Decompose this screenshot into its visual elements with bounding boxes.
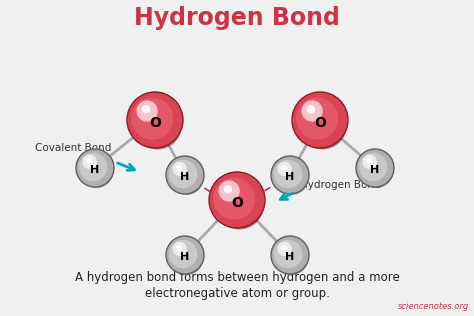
Circle shape [301,100,323,122]
Text: H: H [181,172,190,182]
Text: O: O [231,196,243,210]
Circle shape [173,242,187,256]
Text: O: O [314,116,326,130]
Circle shape [271,156,309,194]
Circle shape [299,102,346,149]
Text: H: H [181,252,190,262]
Circle shape [176,245,182,251]
Circle shape [137,100,158,122]
Circle shape [276,243,308,275]
Circle shape [281,165,287,171]
Circle shape [281,245,287,251]
Circle shape [274,160,302,188]
Circle shape [307,105,315,113]
Text: Hydrogen Bond: Hydrogen Bond [300,180,381,190]
Circle shape [271,236,309,274]
Text: H: H [285,172,295,182]
Circle shape [134,102,182,149]
Text: Covalent Bond: Covalent Bond [35,143,111,153]
Circle shape [169,160,197,188]
Circle shape [142,105,150,113]
Circle shape [171,243,203,275]
Circle shape [81,156,113,188]
Circle shape [176,165,182,171]
Circle shape [79,153,107,181]
Circle shape [274,240,302,268]
Circle shape [173,162,187,176]
Circle shape [292,92,348,148]
Circle shape [166,156,204,194]
Circle shape [131,98,173,140]
Circle shape [76,149,114,187]
Circle shape [213,178,255,220]
Circle shape [86,158,92,164]
Circle shape [209,172,265,228]
Circle shape [166,236,204,274]
Circle shape [277,162,292,176]
Circle shape [127,92,183,148]
Text: H: H [285,252,295,262]
Text: O: O [149,116,161,130]
Circle shape [296,98,338,140]
Text: H: H [370,165,380,175]
Circle shape [276,163,308,195]
Circle shape [82,155,97,169]
Text: Hydrogen Bond: Hydrogen Bond [134,6,340,30]
Text: A hydrogen bond forms between hydrogen and a more: A hydrogen bond forms between hydrogen a… [74,271,400,284]
Circle shape [216,182,264,229]
Circle shape [356,149,394,187]
Circle shape [219,180,240,202]
Circle shape [363,155,377,169]
Circle shape [361,156,393,188]
Text: sciencenotes.org: sciencenotes.org [398,302,469,311]
Circle shape [169,240,197,268]
Circle shape [224,185,232,194]
Circle shape [366,158,372,164]
Text: H: H [91,165,100,175]
Circle shape [359,153,387,181]
Circle shape [171,163,203,195]
Circle shape [277,242,292,256]
Text: electronegative atom or group.: electronegative atom or group. [145,287,329,300]
